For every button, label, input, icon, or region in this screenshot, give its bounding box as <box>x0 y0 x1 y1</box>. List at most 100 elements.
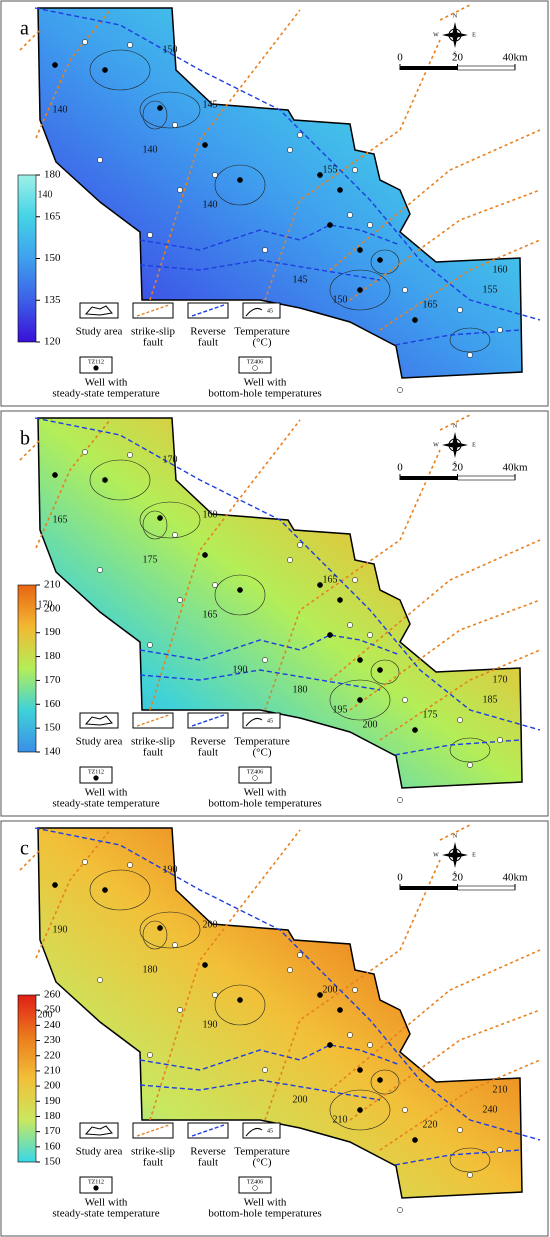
colorbar-tick-label: 140 <box>44 746 61 758</box>
legend-label: Study area <box>76 736 123 748</box>
contour-label: 200 <box>323 984 338 995</box>
strike-slip-fault <box>149 9 301 301</box>
contour-line <box>449 327 491 353</box>
well <box>297 952 303 958</box>
well <box>97 567 103 573</box>
contour-line <box>139 91 201 129</box>
well <box>357 247 363 253</box>
well <box>367 632 373 638</box>
well <box>352 987 358 993</box>
colorbar-tick-label: 210 <box>44 579 61 591</box>
contour-label: 210 <box>493 1084 508 1095</box>
legend-contour-label: 45 <box>267 718 273 724</box>
strike-slip-fault <box>329 129 541 271</box>
colorbar-tick-label: 170 <box>44 674 61 686</box>
well <box>177 597 183 603</box>
colorbar-tick-label: 120 <box>44 336 61 348</box>
colorbar-tick-label: 180 <box>44 650 61 662</box>
well <box>287 557 293 563</box>
strike-slip-fault <box>264 859 441 1121</box>
well <box>402 1107 408 1113</box>
colorbar-tick-label: 200 <box>44 602 61 614</box>
legend-label: (°C) <box>252 1157 271 1169</box>
legend-label: Reverse <box>190 1146 226 1158</box>
scale-label: 20 <box>452 872 464 884</box>
contour-label: 190 <box>203 1019 218 1030</box>
scale-label: 20 <box>452 462 464 474</box>
well <box>357 1067 363 1073</box>
contour-label: 165 <box>53 514 68 525</box>
colorbar-tick-label: 190 <box>44 626 61 638</box>
strike-slip-fault <box>35 419 111 549</box>
well <box>327 222 333 228</box>
colorbar-tick-label: 150 <box>44 252 61 264</box>
scale-label: 0 <box>397 462 403 474</box>
well <box>82 449 88 455</box>
legend-label: Well with <box>85 377 128 389</box>
reverse-fault <box>34 827 541 1141</box>
well <box>357 287 363 293</box>
colorbar-tick-label: 190 <box>44 1095 61 1107</box>
legend-box <box>242 712 281 729</box>
legend-label: fault <box>198 1157 218 1169</box>
compass-letter: E <box>472 442 476 448</box>
compass-needle <box>442 432 468 458</box>
well <box>317 992 323 998</box>
contour-line <box>89 869 151 911</box>
legend-label: Temperature <box>234 1146 290 1158</box>
contour-line <box>329 269 391 311</box>
legend-box <box>79 356 113 374</box>
contour-label: 195 <box>333 704 348 715</box>
well <box>457 717 463 723</box>
compass-needle <box>442 842 468 868</box>
reverse-fault <box>139 1044 401 1071</box>
well <box>212 172 218 178</box>
panel-label: b <box>20 428 30 450</box>
contour-label: 150 <box>163 44 178 55</box>
contour-label: 200 <box>38 1009 53 1020</box>
well <box>337 187 343 193</box>
legend-contour-label: 45 <box>267 1128 273 1134</box>
colorbar-tick-label: 200 <box>44 1080 61 1092</box>
study-area <box>37 7 523 379</box>
contour-line <box>142 920 168 950</box>
contour-label: 190 <box>233 664 248 675</box>
legend-label: bottom-hole temperatures <box>208 798 321 810</box>
legend-box <box>242 302 281 319</box>
well <box>497 1147 503 1153</box>
well <box>97 977 103 983</box>
colorbar-tick-label: 250 <box>44 1004 61 1016</box>
contour-label: 220 <box>423 1119 438 1130</box>
contour-label: 200 <box>203 919 218 930</box>
legend-well <box>252 775 258 781</box>
strike-slip-fault <box>149 419 301 711</box>
well <box>102 477 108 483</box>
well <box>467 1172 473 1178</box>
strike-slip-fault <box>329 539 541 681</box>
well <box>202 142 208 148</box>
scale-label: 40km <box>502 462 528 474</box>
colorbar-tick-label: 150 <box>44 722 61 734</box>
legend-label: Well with <box>244 377 287 389</box>
scale-label: 0 <box>397 872 403 884</box>
well <box>347 212 353 218</box>
strike-slip-fault <box>19 849 41 871</box>
well <box>357 1107 363 1113</box>
well <box>82 859 88 865</box>
colorbar <box>17 174 37 343</box>
compass-letter: S <box>453 871 456 877</box>
contour-label: 160 <box>203 509 218 520</box>
contour-label: 190 <box>53 924 68 935</box>
well <box>457 307 463 313</box>
reverse-fault <box>139 634 401 661</box>
contour-label: 155 <box>483 284 498 295</box>
study-area <box>37 417 523 789</box>
reverse-fault <box>34 417 541 731</box>
contour-label: 240 <box>483 1104 498 1115</box>
well <box>377 1077 383 1083</box>
well <box>327 632 333 638</box>
well <box>352 167 358 173</box>
contour-label: 150 <box>333 294 348 305</box>
scale-label: 40km <box>502 872 528 884</box>
colorbar-tick-label: 230 <box>44 1034 61 1046</box>
